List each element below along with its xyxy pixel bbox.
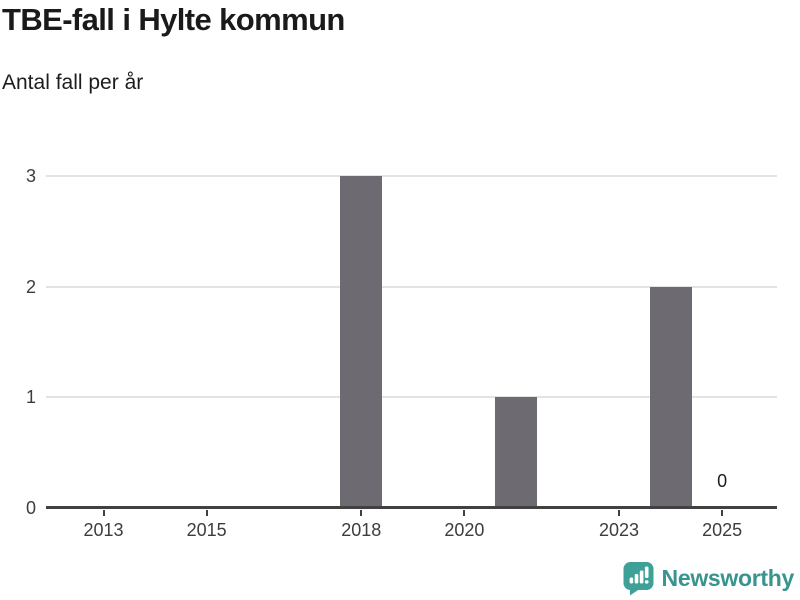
x-tick-label-2025: 2025 <box>702 520 743 540</box>
gridline-2 <box>46 285 777 288</box>
x-tick-2013 <box>102 510 105 516</box>
x-tick-label-2023: 2023 <box>599 520 640 540</box>
x-tick-2018 <box>360 510 363 516</box>
newsworthy-icon <box>623 562 654 596</box>
y-tick-label-0: 0 <box>25 498 36 518</box>
newsworthy-wordmark: Newsworthy <box>661 565 795 591</box>
gridline-3 <box>46 175 777 177</box>
x-tick-2025 <box>721 510 724 516</box>
x-tick-label-2015: 2015 <box>186 520 227 540</box>
x-tick-label-2020: 2020 <box>444 520 485 540</box>
y-tick-label-2: 2 <box>25 276 36 297</box>
y-tick-label-3: 3 <box>25 166 36 186</box>
x-tick-label-2018: 2018 <box>341 520 382 540</box>
bar-value-label-2025: 0 <box>717 471 728 491</box>
gridline-1 <box>46 396 777 399</box>
chart-title: TBE-fall i Hylte kommun <box>2 2 345 37</box>
x-tick-label-2013: 2013 <box>83 520 124 540</box>
bar-2018 <box>340 176 383 508</box>
plot-area: 0 2013 2015 2018 2020 2023 2025 <box>46 175 777 540</box>
bar-2024 <box>649 286 692 508</box>
x-tick-2023 <box>618 510 621 516</box>
x-axis-line <box>46 506 777 509</box>
bar-2021 <box>494 397 537 508</box>
y-tick-label-1: 1 <box>25 387 36 408</box>
x-tick-2015 <box>205 510 208 516</box>
newsworthy-logo[interactable]: Newsworthy <box>623 561 794 596</box>
chart-subtitle: Antal fall per år <box>2 71 144 94</box>
x-tick-2020 <box>463 510 466 516</box>
